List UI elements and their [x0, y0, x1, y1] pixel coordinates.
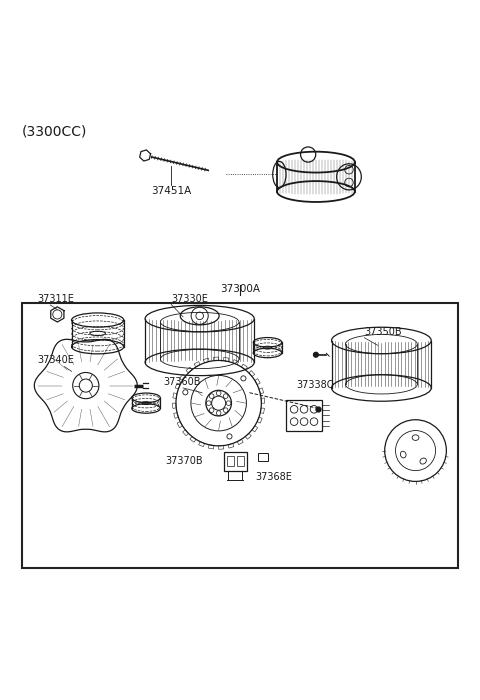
Text: 37370B: 37370B [165, 456, 203, 466]
Bar [258, 453, 268, 461]
Text: 37368E: 37368E [255, 472, 292, 482]
Text: 37350B: 37350B [364, 327, 402, 337]
Text: 37330E: 37330E [171, 293, 208, 304]
Text: (3300CC): (3300CC) [22, 125, 87, 139]
Text: 37300A: 37300A [220, 284, 260, 293]
Bar [22, 302, 458, 568]
Bar [227, 456, 234, 466]
Text: 37360B: 37360B [163, 377, 201, 386]
Text: 37338C: 37338C [296, 380, 334, 391]
Text: 37340E: 37340E [37, 355, 74, 365]
Text: 37311E: 37311E [37, 293, 74, 304]
Text: 37451A: 37451A [151, 186, 192, 196]
Circle shape [313, 352, 318, 357]
Bar [237, 456, 243, 466]
Bar [286, 400, 322, 431]
Bar [224, 452, 247, 472]
